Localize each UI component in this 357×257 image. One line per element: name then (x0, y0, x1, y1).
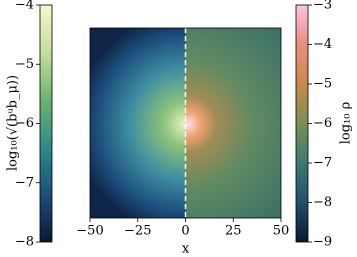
simulation-image (89, 27, 282, 219)
colorbar-tick-label: −5 (15, 57, 34, 72)
colorbar-left-label: log₁₀(√(bᵘb_μ)) (6, 75, 21, 171)
colorbar-tick-label: −9 (313, 235, 332, 250)
colorbar-tick-label: −4 (313, 37, 332, 52)
colorbar-tick-label: −4 (15, 0, 34, 13)
colorbar-tick-label: −7 (313, 156, 332, 171)
colorbar-tick-label: −5 (313, 77, 332, 92)
colorbar-tick-label: −8 (15, 235, 34, 250)
colorbar-tick-label: −8 (313, 195, 332, 210)
x-tick-label: 25 (225, 224, 242, 239)
colorbar-left (39, 4, 53, 243)
colorbar-tick-label: −3 (313, 0, 332, 13)
colorbar-tick-label: −7 (15, 175, 34, 190)
colorbar-tick-label: −6 (313, 116, 332, 131)
x-tick-label: 50 (273, 224, 290, 239)
colorbar-right (295, 4, 309, 243)
x-axis-label: x (182, 242, 190, 257)
x-tick-label: 0 (181, 224, 189, 239)
x-tick-label: −50 (76, 224, 103, 239)
colorbar-right-label: log₁₀ ρ (339, 102, 354, 145)
colorbar-tick-label: −6 (15, 116, 34, 131)
x-tick-label: −25 (124, 224, 151, 239)
